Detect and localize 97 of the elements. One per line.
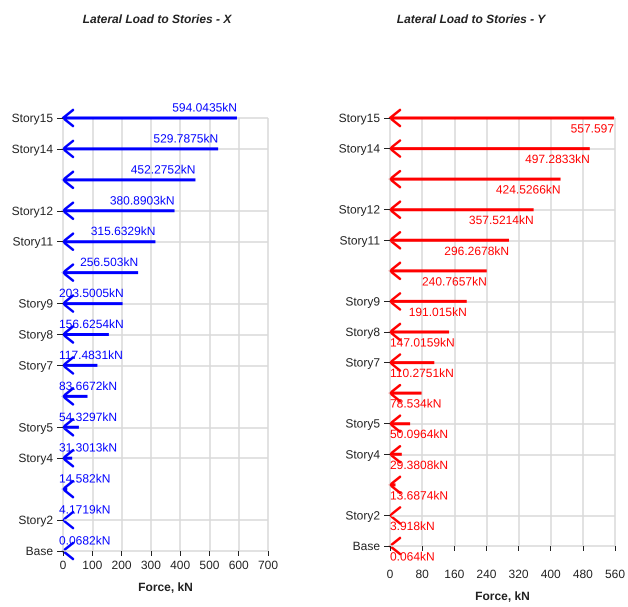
data-label: 557.597 bbox=[570, 122, 614, 136]
data-label: 31.3013kN bbox=[58, 440, 118, 455]
y-tick-label: Story14 bbox=[338, 142, 380, 156]
data-label: 424.5266kN bbox=[496, 182, 561, 197]
bar bbox=[390, 361, 434, 364]
bar bbox=[390, 452, 402, 456]
data-label: 240.7657kN bbox=[422, 274, 487, 288]
data-label: 13.6874kN bbox=[390, 488, 448, 502]
x-tick-label: 0 bbox=[60, 558, 67, 572]
x-tick-label: 400 bbox=[540, 567, 562, 581]
bar bbox=[63, 364, 98, 367]
x-tick-label: 0 bbox=[386, 567, 394, 581]
bar bbox=[390, 178, 561, 181]
data-label: 4.1719kN bbox=[58, 502, 110, 517]
bar bbox=[63, 302, 123, 306]
data-label: 256.503kN bbox=[80, 255, 138, 270]
data-label: 147.0159kN bbox=[390, 336, 455, 350]
y-tick-label: Story14 bbox=[12, 142, 54, 156]
bar bbox=[63, 147, 218, 150]
bar bbox=[390, 208, 534, 212]
bar bbox=[390, 238, 510, 242]
x-tick-label: 80 bbox=[415, 567, 430, 581]
data-label: 3.918kN bbox=[390, 518, 435, 533]
bar bbox=[390, 330, 450, 334]
bar bbox=[63, 209, 175, 212]
data-label: 14.582kN bbox=[58, 472, 110, 486]
data-label: 452.2752kN bbox=[130, 162, 196, 176]
data-label: 54.3297kN bbox=[58, 410, 118, 424]
x-tick-label: 400 bbox=[170, 558, 190, 572]
x-tick-label: 100 bbox=[82, 558, 103, 572]
bar bbox=[63, 116, 237, 120]
data-label: 497.2833kN bbox=[525, 152, 590, 166]
x-tick-label: 600 bbox=[228, 558, 250, 572]
x-tick-label: 240 bbox=[476, 567, 497, 581]
data-label: 191.015kN bbox=[408, 304, 467, 319]
y-tick-label: Base bbox=[352, 539, 380, 553]
y-tick-label: Story5 bbox=[345, 416, 380, 431]
bar bbox=[390, 300, 467, 303]
bar bbox=[63, 178, 196, 182]
x-tick-label: 300 bbox=[140, 558, 162, 572]
data-label: 50.0964kN bbox=[390, 427, 448, 442]
data-label: 380.8903kN bbox=[110, 193, 175, 208]
data-label: 315.6329kN bbox=[90, 224, 156, 238]
chart-title: Lateral Load to Stories - X bbox=[82, 12, 232, 26]
y-tick-label: Story15 bbox=[12, 111, 54, 125]
bar bbox=[390, 269, 487, 272]
bar bbox=[63, 488, 68, 491]
y-tick-label: Story9 bbox=[18, 296, 54, 311]
data-label: 529.7875kN bbox=[153, 131, 218, 146]
data-label: 83.6672kN bbox=[58, 378, 118, 393]
x-tick-label: 500 bbox=[199, 558, 220, 572]
y-tick-label: Story5 bbox=[18, 420, 54, 434]
y-tick-label: Story7 bbox=[18, 358, 54, 372]
bar bbox=[390, 392, 422, 395]
y-tick-label: Story7 bbox=[345, 356, 380, 370]
bar bbox=[63, 271, 138, 274]
bar bbox=[390, 483, 396, 486]
data-label: 156.6254kN bbox=[59, 317, 124, 331]
x-tick-label: 560 bbox=[604, 567, 626, 581]
y-tick-label: Story4 bbox=[345, 447, 380, 462]
data-label: 203.5005kN bbox=[59, 286, 124, 300]
y-tick-label: Story12 bbox=[338, 202, 380, 217]
bar bbox=[63, 426, 79, 429]
data-label: 29.3808kN bbox=[390, 458, 448, 472]
x-tick-label: 700 bbox=[258, 558, 278, 572]
y-tick-label: Story9 bbox=[345, 294, 380, 308]
y-tick-label: Story2 bbox=[18, 513, 54, 528]
x-tick-label: 480 bbox=[572, 567, 594, 581]
x-tick-label: 200 bbox=[112, 558, 132, 572]
y-tick-label: Story4 bbox=[18, 451, 54, 466]
y-tick-label: Story12 bbox=[12, 204, 54, 218]
x-tick-label: 160 bbox=[444, 567, 465, 581]
y-tick-label: Story8 bbox=[18, 328, 54, 342]
y-tick-label: Story11 bbox=[12, 234, 54, 249]
bar bbox=[63, 456, 72, 460]
bar bbox=[63, 394, 88, 398]
bar bbox=[390, 422, 410, 426]
bar bbox=[63, 240, 156, 244]
x-axis-title: Force, kN bbox=[475, 589, 530, 603]
data-label: 0.064kN bbox=[390, 550, 435, 564]
data-label: 594.0435kN bbox=[172, 100, 237, 114]
bar bbox=[390, 147, 590, 150]
x-tick-label: 320 bbox=[508, 567, 529, 581]
x-axis-title: Force, kN bbox=[138, 580, 193, 594]
data-label: 0.0682kN bbox=[58, 534, 110, 548]
data-label: 296.2678kN bbox=[444, 244, 510, 258]
y-tick-label: Base bbox=[26, 544, 54, 558]
y-tick-label: Story2 bbox=[345, 508, 380, 522]
data-label: 357.5214kN bbox=[468, 213, 534, 228]
y-tick-label: Story8 bbox=[345, 325, 380, 339]
y-tick-label: Story11 bbox=[340, 233, 380, 248]
data-label: 78.534kN bbox=[390, 396, 442, 411]
data-label: 117.4831kN bbox=[59, 348, 123, 362]
chart-title: Lateral Load to Stories - Y bbox=[396, 12, 546, 26]
bar bbox=[63, 333, 109, 336]
data-label: 110.2751kN bbox=[390, 366, 454, 380]
y-tick-label: Story15 bbox=[338, 111, 380, 125]
